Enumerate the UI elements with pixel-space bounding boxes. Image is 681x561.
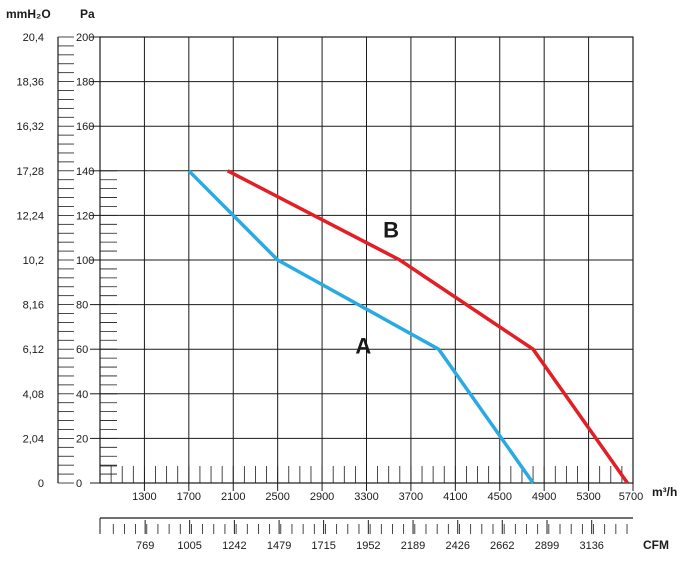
- y-tick-label-mmh2o: 18,36: [16, 77, 44, 89]
- x-tick-label-m3h: 2900: [310, 491, 334, 503]
- x-tick-label-m3h: 4900: [532, 491, 556, 503]
- y-tick-label-mmh2o: 20,4: [23, 32, 44, 44]
- y-tick-label-mmh2o: 10,2: [23, 255, 44, 267]
- y-tick-label-mmh2o: 12,24: [16, 210, 44, 222]
- y-tick-label-pa: 80: [76, 300, 88, 312]
- series-label-b: B: [383, 218, 399, 243]
- x-tick-label-m3h: 3300: [354, 491, 378, 503]
- x-tick-label-cfm: 3136: [579, 540, 603, 552]
- chart-grid: [99, 36, 634, 484]
- y-tick-label-mmh2o: 6,12: [23, 344, 44, 356]
- x-tick-label-m3h: 4100: [443, 491, 467, 503]
- x-tick-label-cfm: 2189: [401, 540, 425, 552]
- x-unit-label-m3h: m³/h: [652, 485, 677, 499]
- y-tick-label-pa: 120: [76, 210, 94, 222]
- x-tick-label-cfm: 1479: [267, 540, 291, 552]
- x-tick-label-cfm: 2899: [535, 540, 559, 552]
- y-tick-label-mmh2o: 2,04: [23, 433, 44, 445]
- chart-series: [187, 169, 629, 485]
- x-tick-label-cfm: 1952: [356, 540, 380, 552]
- x-tick-label-m3h: 1300: [132, 491, 156, 503]
- y-tick-label-mmh2o: 16,32: [16, 121, 44, 133]
- x-unit-label-cfm: CFM: [643, 538, 669, 552]
- y-tick-label-pa: 100: [76, 255, 94, 267]
- y-tick-label-pa: 160: [76, 121, 94, 133]
- y-tick-label-mmh2o: 0: [38, 478, 44, 490]
- y-tick-label-pa: 60: [76, 344, 88, 356]
- y-tick-label-pa: 0: [76, 478, 82, 490]
- chart-axes: [57, 36, 634, 534]
- x-tick-label-m3h: 2500: [265, 491, 289, 503]
- y-tick-label-pa: 140: [76, 166, 94, 178]
- y-tick-label-mmh2o: 17,28: [16, 166, 44, 178]
- series-label-a: A: [355, 334, 371, 359]
- chart-labels: 0 0 20 2,04 40 4,08 60 6,12 80 8,16 100 10,2 120 12,2…: [16, 32, 643, 552]
- y-tick-label-mmh2o: 4,08: [23, 389, 44, 401]
- y-tick-label-pa: 40: [76, 389, 88, 401]
- x-tick-label-m3h: 5700: [619, 491, 643, 503]
- y-tick-label-pa: 20: [76, 433, 88, 445]
- x-tick-label-cfm: 769: [136, 540, 154, 552]
- x-tick-label-cfm: 2662: [490, 540, 514, 552]
- y-tick-label-pa: 200: [76, 32, 94, 44]
- series-line-a: [187, 169, 535, 485]
- y-tick-label-pa: 180: [76, 77, 94, 89]
- x-tick-label-cfm: 1005: [177, 540, 201, 552]
- x-tick-label-m3h: 3700: [399, 491, 423, 503]
- y-unit-label-mmh2o: mmH₂O: [6, 7, 51, 21]
- y-unit-label-pa: Pa: [80, 7, 95, 21]
- series-line-b: [226, 169, 629, 485]
- x-tick-label-cfm: 1715: [311, 540, 335, 552]
- x-tick-label-m3h: 5300: [576, 491, 600, 503]
- x-tick-label-m3h: 1700: [177, 491, 201, 503]
- x-tick-label-m3h: 2100: [221, 491, 245, 503]
- y-tick-label-mmh2o: 8,16: [23, 300, 44, 312]
- x-tick-label-m3h: 4500: [488, 491, 512, 503]
- x-tick-label-cfm: 2426: [446, 540, 470, 552]
- x-tick-label-cfm: 1242: [222, 540, 246, 552]
